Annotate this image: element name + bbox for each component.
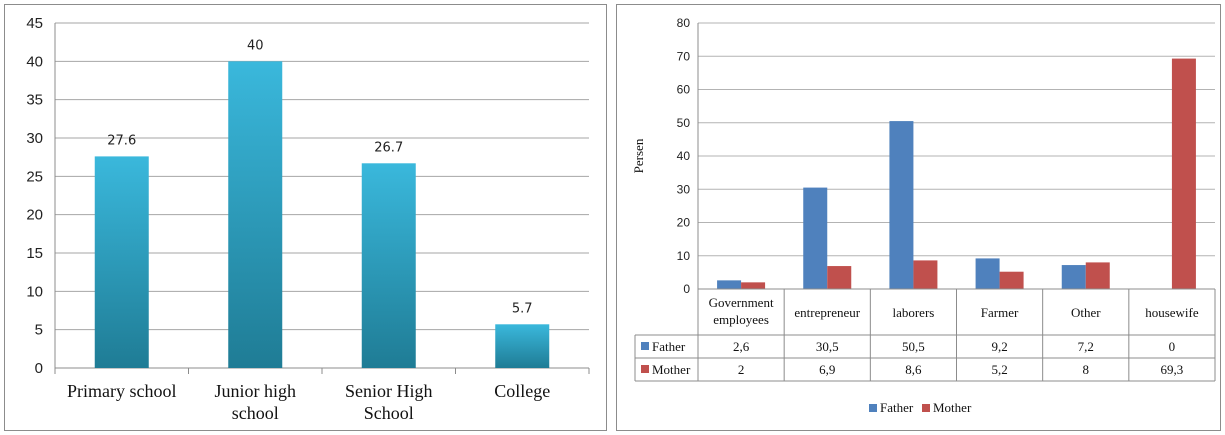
table-cell: 6,9 [819, 362, 835, 377]
x-category-label: entrepreneur [794, 305, 860, 320]
x-category-label: school [232, 403, 279, 423]
table-cell: 8 [1083, 362, 1090, 377]
y-tick-label: 0 [683, 282, 690, 296]
y-tick-label: 0 [35, 360, 43, 377]
occupation-bar-chart: 01020304050607080PersenGovernmentemploye… [631, 16, 1216, 415]
legend-swatch-father [869, 404, 877, 412]
table-cell: 0 [1169, 339, 1176, 354]
x-category-label: Other [1071, 305, 1101, 320]
legend-swatch-mother [922, 404, 930, 412]
bar-father [889, 121, 914, 290]
y-tick-label: 20 [677, 216, 691, 230]
data-label: 40 [247, 38, 264, 53]
bar [94, 156, 149, 368]
x-category-label: College [494, 381, 550, 401]
row-header-mother: Mother [652, 362, 691, 377]
x-category-label: Farmer [981, 305, 1019, 320]
legend-label-mother: Mother [933, 400, 972, 415]
x-category-label: employees [713, 312, 769, 327]
education-bar-chart: 0 5 10 15 20 25 30 35 40 45 27.6 Primary school 40 Ju… [26, 15, 590, 423]
y-tick-label: 25 [26, 168, 43, 185]
bar-father [717, 280, 742, 289]
y-tick-label: 50 [677, 116, 691, 130]
y-tick-label: 60 [677, 83, 691, 97]
y-tick-label: 45 [26, 15, 43, 32]
table-cell: 69,3 [1161, 362, 1184, 377]
table-cell: 8,6 [905, 362, 922, 377]
x-category-label: Primary school [67, 381, 177, 401]
y-tick-label: 30 [677, 182, 691, 196]
data-label: 5.7 [512, 301, 533, 316]
bar-mother [741, 282, 766, 289]
x-category-label: School [364, 403, 414, 423]
row-header-father: Father [652, 339, 686, 354]
table-cell: 2 [738, 362, 745, 377]
bar [495, 324, 550, 368]
bar [361, 163, 416, 368]
bar-mother [1171, 58, 1196, 289]
bar-father [803, 187, 828, 289]
legend-label-father: Father [880, 400, 914, 415]
x-category-label: Government [709, 295, 774, 310]
data-label: 27.6 [107, 133, 136, 148]
legend-key-mother [641, 365, 649, 373]
bar [228, 61, 283, 368]
y-tick-label: 30 [26, 130, 43, 147]
x-category-label: laborers [892, 305, 934, 320]
bar-father [975, 258, 1000, 289]
table-cell: 5,2 [991, 362, 1007, 377]
y-axis-title: Persen [631, 138, 646, 173]
y-tick-label: 70 [677, 49, 691, 63]
bar-father [1061, 265, 1086, 289]
y-tick-label: 80 [677, 16, 691, 30]
education-chart-panel: 0 5 10 15 20 25 30 35 40 45 27.6 Primary school 40 Ju… [4, 4, 607, 431]
legend-key-father [641, 342, 649, 350]
x-category-label: Senior High [345, 381, 433, 401]
bar-mother [999, 271, 1024, 289]
y-tick-label: 10 [26, 283, 43, 300]
y-tick-label: 10 [677, 249, 691, 263]
y-tick-label: 5 [35, 322, 43, 339]
table-cell: 50,5 [902, 339, 925, 354]
bar-mother [913, 260, 938, 289]
occupation-chart-panel: 0 10 20 30 40 50 60 70 80 Persen Government employe… [616, 4, 1221, 431]
bar-mother [827, 266, 852, 289]
y-tick-label: 40 [677, 149, 691, 163]
x-category-label: housewife [1145, 305, 1199, 320]
y-tick-label: 15 [26, 245, 43, 262]
bar-mother [1085, 262, 1110, 289]
x-category-label: Junior high [214, 381, 296, 401]
table-cell: 30,5 [816, 339, 839, 354]
table-cell: 2,6 [733, 339, 750, 354]
y-tick-label: 40 [26, 53, 43, 70]
table-cell: 9,2 [991, 339, 1007, 354]
y-tick-label: 20 [26, 207, 43, 224]
table-cell: 7,2 [1078, 339, 1094, 354]
data-label: 26.7 [374, 140, 403, 155]
y-tick-label: 35 [26, 92, 43, 109]
